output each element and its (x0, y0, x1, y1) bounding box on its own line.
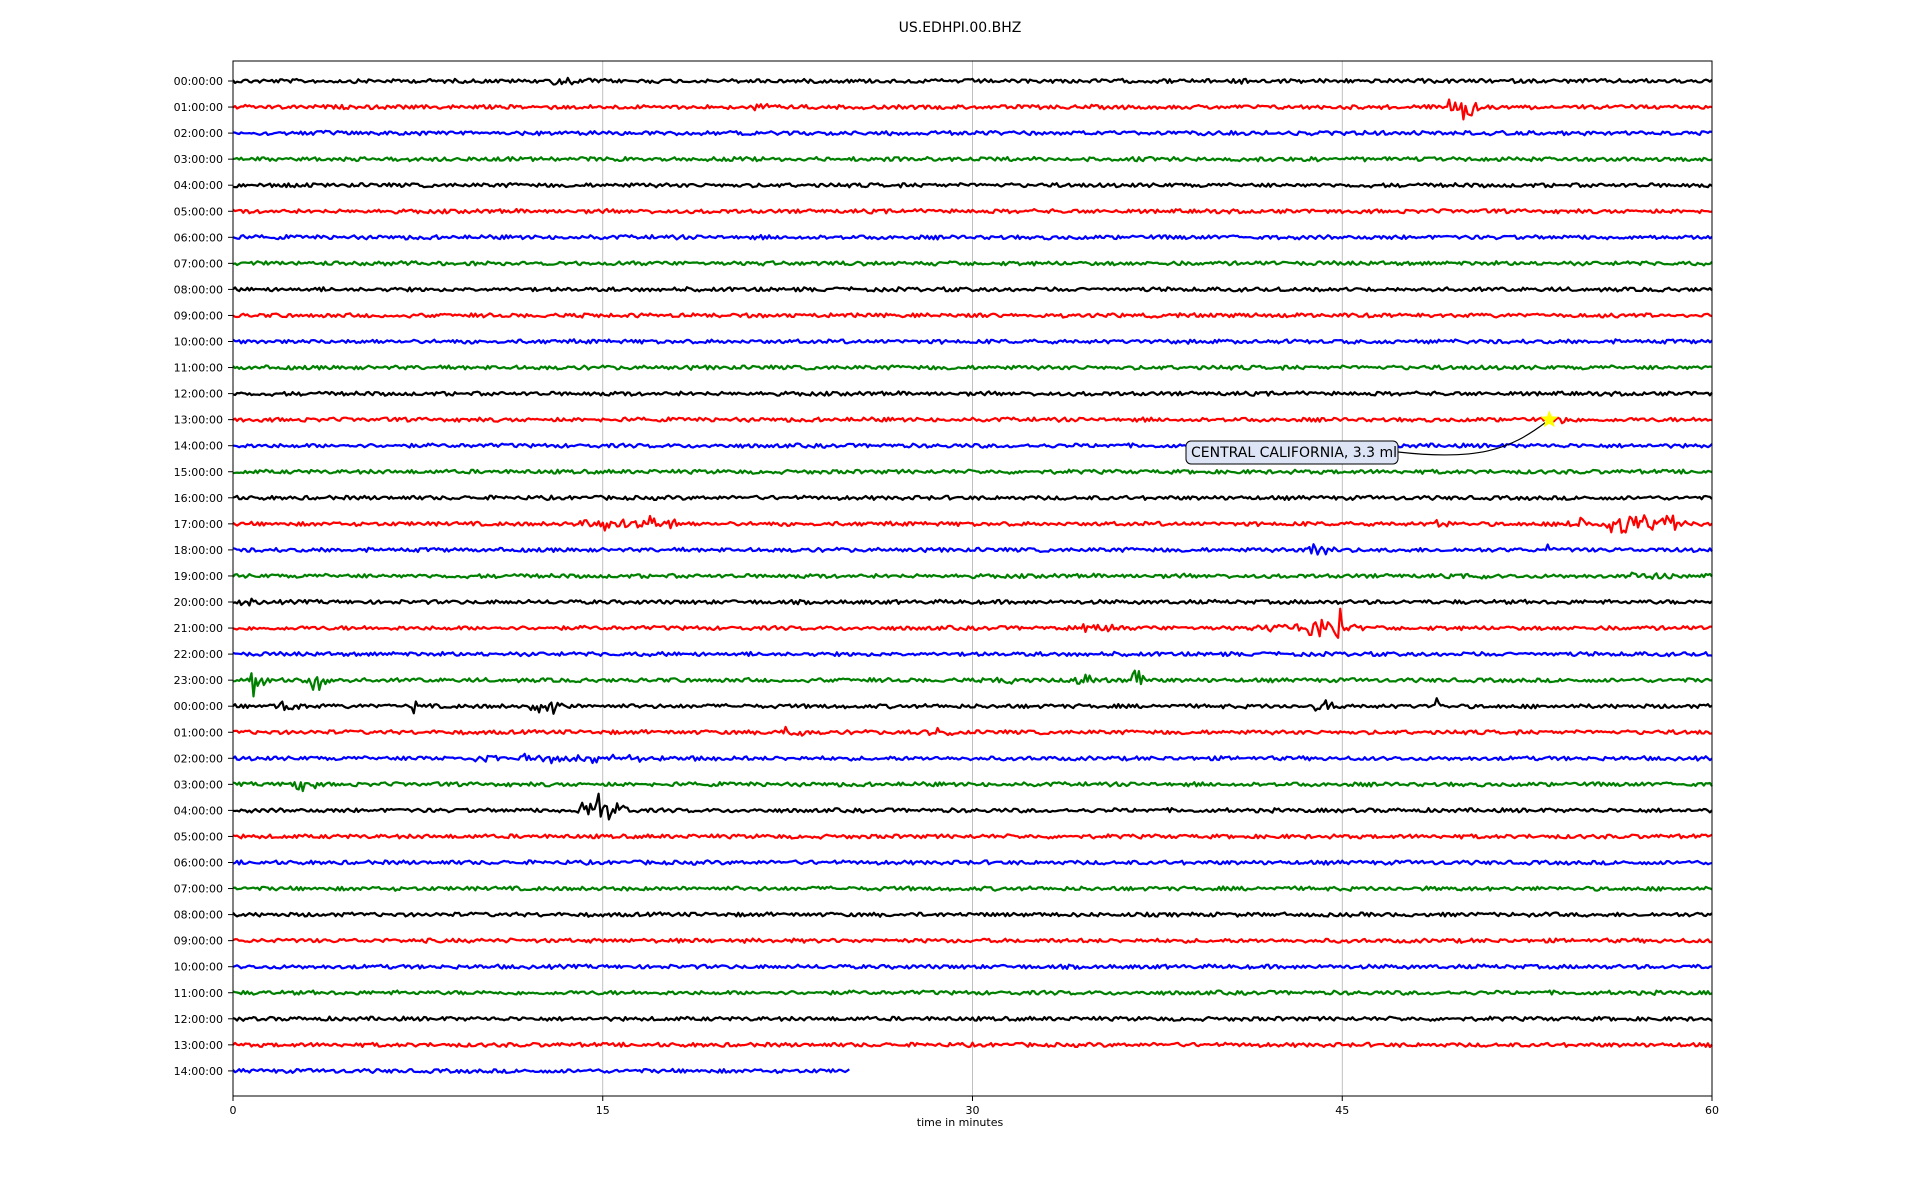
hour-tick-label: 19:00:00 (174, 570, 223, 583)
hour-tick-label: 13:00:00 (174, 1039, 223, 1052)
hour-tick-label: 10:00:00 (174, 336, 223, 349)
hour-tick-label: 14:00:00 (174, 1065, 223, 1078)
trace-line (232, 989, 1713, 996)
trace-line (232, 1067, 850, 1075)
trace-line (232, 792, 1713, 821)
hour-tick-label: 04:00:00 (174, 179, 223, 192)
trace-line (232, 442, 1713, 449)
trace-line (232, 155, 1713, 163)
trace-line (232, 911, 1713, 918)
x-axis-label: time in minutes (916, 1116, 1004, 1129)
hour-tick-label: 22:00:00 (174, 648, 223, 661)
trace-line (232, 543, 1713, 556)
hour-tick-label: 15:00:00 (174, 466, 223, 479)
hour-tick-label: 01:00:00 (174, 726, 223, 739)
hour-tick-label: 20:00:00 (174, 596, 223, 609)
hour-tick-label: 17:00:00 (174, 518, 223, 531)
hour-tick-label: 00:00:00 (174, 700, 223, 713)
hour-tick-label: 01:00:00 (174, 101, 223, 114)
trace-line (232, 752, 1713, 765)
trace-line (232, 781, 1713, 793)
event-annotation: CENTRAL CALIFORNIA, 3.3 ml (1185, 410, 1559, 465)
trace-line (232, 260, 1713, 267)
trace-line (232, 937, 1713, 944)
trace-line (232, 669, 1712, 698)
trace-line (232, 364, 1713, 371)
annotation-box (1185, 440, 1399, 465)
hour-tick-label: 00:00:00 (174, 75, 223, 88)
hour-tick-label: 05:00:00 (174, 205, 223, 218)
trace-line (232, 234, 1713, 241)
x-tick-label: 45 (1335, 1104, 1349, 1117)
trace-line (232, 607, 1713, 639)
trace-line (232, 468, 1713, 475)
trace-line (232, 597, 1713, 607)
trace-line (232, 76, 1713, 86)
hour-labels: 00:00:00 01:00:00 02:00:00 03:00:00 04:00:00… (174, 75, 233, 1078)
hour-tick-label: 09:00:00 (174, 309, 223, 322)
chart-title: US.EDHPI.00.BHZ (898, 20, 1022, 36)
annotation-arrow (1397, 422, 1546, 456)
event-label: CENTRAL CALIFORNIA, 3.3 ml (1191, 445, 1397, 461)
hour-tick-label: 18:00:00 (174, 544, 223, 557)
trace-line (232, 514, 1713, 534)
hour-tick-label: 16:00:00 (174, 492, 223, 505)
x-tick-label: 30 (966, 1104, 980, 1117)
hour-tick-label: 06:00:00 (174, 231, 223, 244)
x-tick-label: 0 (230, 1104, 237, 1117)
trace-line (232, 286, 1713, 293)
trace-line (232, 416, 1713, 425)
trace-line (232, 859, 1713, 866)
trace-line (232, 963, 1713, 970)
trace-line (232, 98, 1713, 121)
hour-tick-label: 12:00:00 (174, 388, 223, 401)
trace-line (232, 833, 1713, 840)
trace-line (232, 725, 1713, 737)
trace-line (232, 885, 1713, 892)
trace-line (232, 207, 1713, 215)
hour-tick-label: 10:00:00 (174, 961, 223, 974)
trace-line (232, 494, 1713, 502)
hour-tick-label: 07:00:00 (174, 883, 223, 896)
trace-line (232, 650, 1713, 658)
hour-tick-label: 14:00:00 (174, 440, 223, 453)
event-star-marker (1540, 410, 1559, 428)
hour-tick-label: 09:00:00 (174, 935, 223, 948)
hour-tick-label: 08:00:00 (174, 283, 223, 296)
hour-tick-label: 11:00:00 (174, 362, 223, 375)
hour-tick-label: 11:00:00 (174, 987, 223, 1000)
hour-tick-label: 03:00:00 (174, 153, 223, 166)
hour-tick-label: 04:00:00 (174, 804, 223, 817)
hour-tick-label: 02:00:00 (174, 127, 223, 140)
trace-line (232, 338, 1713, 345)
hour-tick-label: 05:00:00 (174, 830, 223, 843)
hour-tick-label: 06:00:00 (174, 857, 223, 870)
trace-line (232, 182, 1713, 189)
hour-tick-label: 12:00:00 (174, 1013, 223, 1026)
trace-line (232, 129, 1713, 137)
hour-tick-label: 07:00:00 (174, 257, 223, 270)
x-tick-label: 60 (1705, 1104, 1719, 1117)
trace-line (232, 697, 1713, 715)
trace-line (232, 571, 1713, 580)
trace-line (232, 390, 1713, 397)
trace-line (232, 1015, 1713, 1022)
hour-tick-label: 21:00:00 (174, 622, 223, 635)
trace-line (232, 312, 1713, 319)
x-tick-label: 15 (596, 1104, 610, 1117)
hour-tick-label: 08:00:00 (174, 909, 223, 922)
hour-tick-label: 23:00:00 (174, 674, 223, 687)
trace-line (232, 1041, 1713, 1049)
axes: 0 15 30 45 60 (230, 60, 1719, 1117)
hour-tick-label: 02:00:00 (174, 752, 223, 765)
seismic-traces (232, 76, 1713, 1075)
hour-tick-label: 03:00:00 (174, 778, 223, 791)
hour-tick-label: 13:00:00 (174, 414, 223, 427)
